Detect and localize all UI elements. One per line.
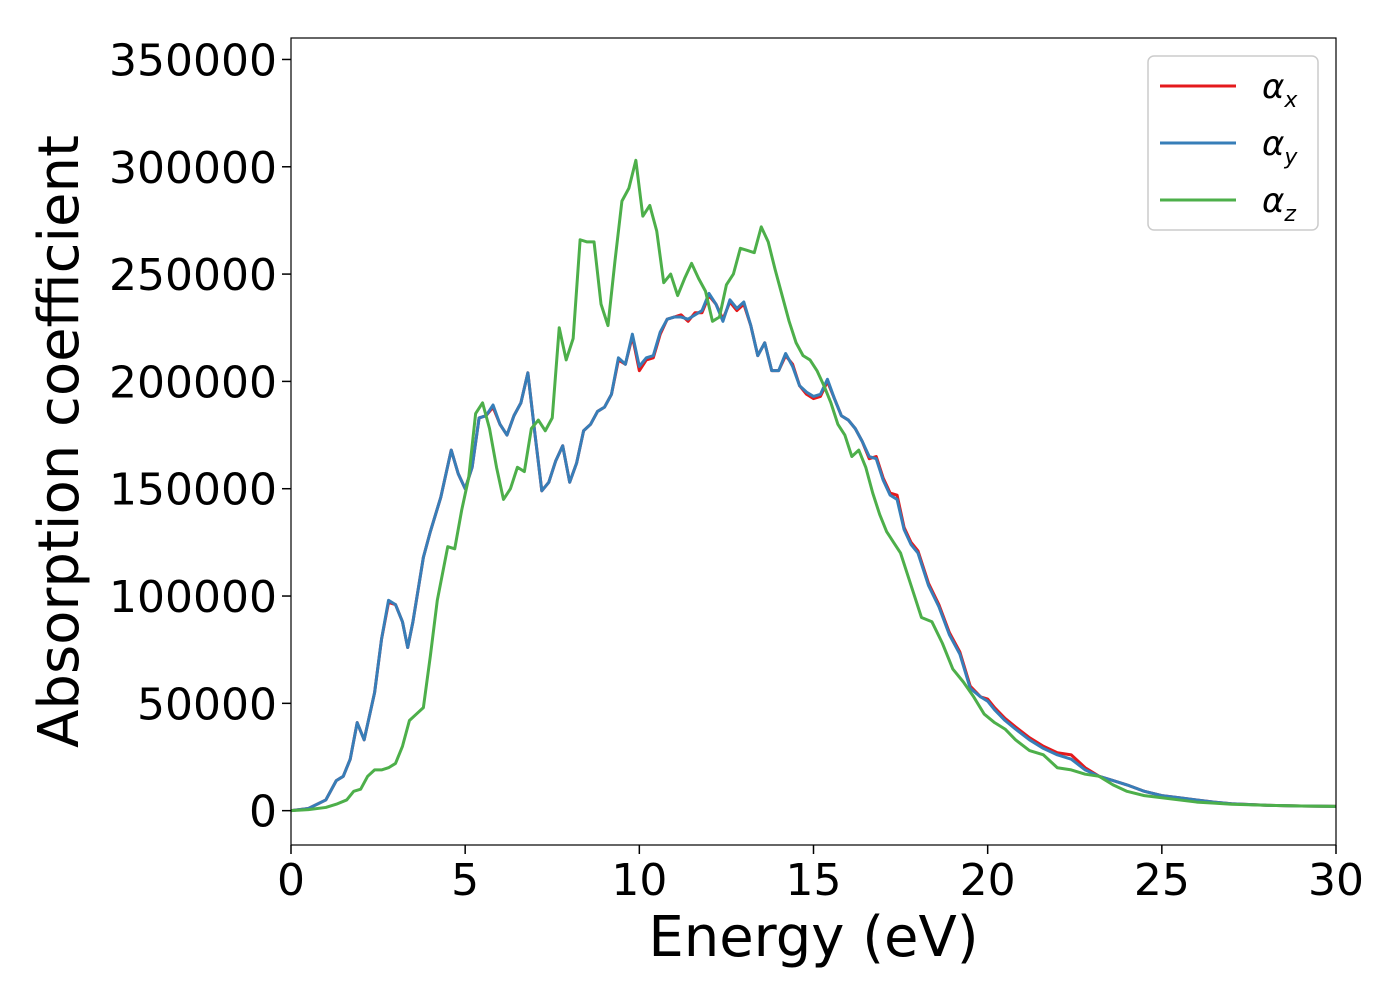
x-tick-label: 10 <box>611 855 667 906</box>
y-tick-label: 200000 <box>109 357 277 408</box>
x-tick-label: 5 <box>451 855 479 906</box>
legend-label-x: αx <box>1262 67 1298 113</box>
y-tick-label: 300000 <box>109 143 277 194</box>
x-tick-label: 25 <box>1134 855 1190 906</box>
x-tick-label: 15 <box>786 855 842 906</box>
y-tick-label: 350000 <box>109 35 277 86</box>
series-line-z <box>291 158 1336 813</box>
y-tick-label: 50000 <box>137 679 277 730</box>
y-tick-label: 150000 <box>109 465 277 516</box>
x-tick-label: 20 <box>960 855 1016 906</box>
legend-label-y: αy <box>1262 124 1298 170</box>
y-tick-label: 0 <box>249 787 277 838</box>
axes-ticks: 0 5 10 15 20 25 30 0 50000 100000 150000 200000 2500… <box>109 35 1364 906</box>
legend: αx αy αz <box>1147 55 1319 231</box>
x-tick-label: 30 <box>1308 855 1364 906</box>
x-tick-label: 0 <box>277 855 305 906</box>
series-line-y <box>291 291 1336 813</box>
legend-label-z: αz <box>1262 181 1296 227</box>
y-tick-label: 100000 <box>109 572 277 623</box>
y-tick-label: 250000 <box>109 250 277 301</box>
x-axis-title: Energy (eV) <box>648 905 978 970</box>
y-axis-title: Absorption coefficient <box>27 135 92 748</box>
